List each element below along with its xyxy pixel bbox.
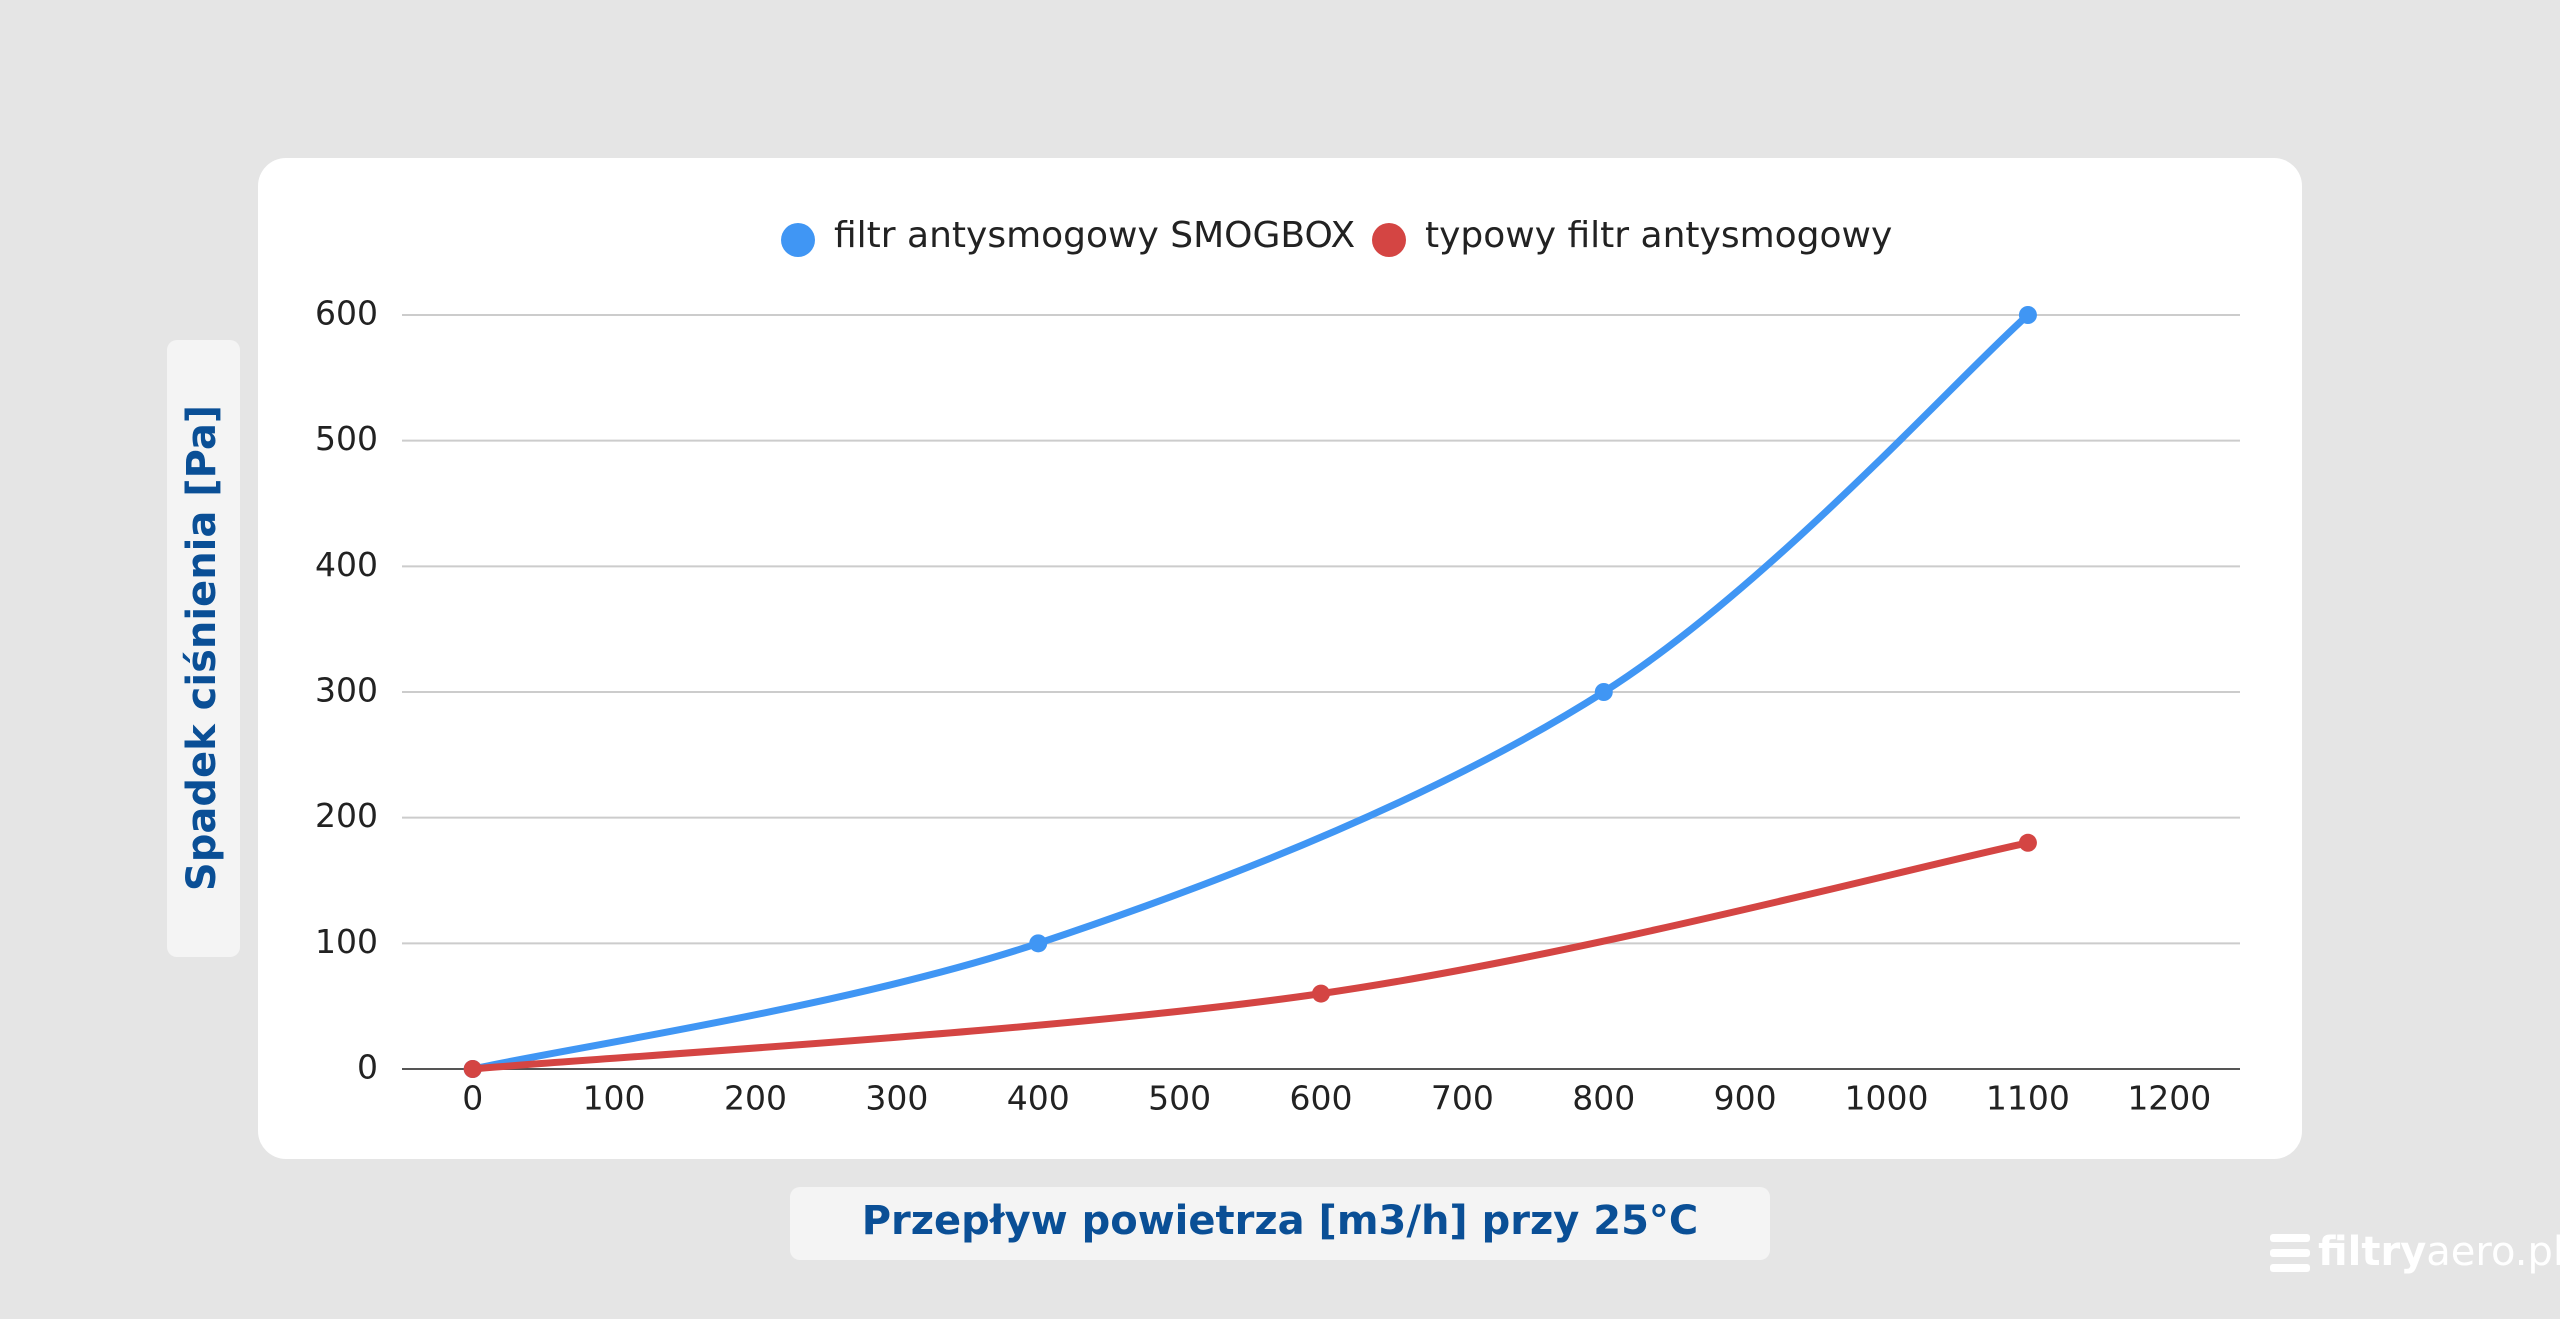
point: [2018, 306, 2037, 324]
x-tick-label: 400: [1007, 1079, 1070, 1118]
x-tick-label: 0: [462, 1079, 483, 1118]
line: [469, 839, 2032, 1073]
point: [1029, 934, 1048, 953]
brand-bold: filtry: [2318, 1229, 2426, 1275]
brand-light: aero.pl: [2426, 1229, 2560, 1275]
y-axis-title: Spadek ciśnienia [Pa]: [179, 405, 225, 891]
legend-label: filtr antysmogowy SMOGBOX: [834, 215, 1355, 256]
brand-text: filtryaero.pl: [2318, 1229, 2560, 1275]
legend-marker: [1372, 223, 1406, 257]
x-tick-label: 200: [724, 1079, 787, 1118]
y-tick-label: 400: [315, 545, 378, 584]
x-tick-label: 100: [583, 1079, 646, 1118]
point: [2018, 833, 2037, 852]
y-tick-label: 0: [357, 1048, 378, 1087]
line: [469, 311, 2032, 1073]
y-tick-label: 200: [315, 796, 378, 835]
legend-label: typowy filtr antysmogowy: [1425, 215, 1892, 256]
x-tick-label: 600: [1290, 1079, 1353, 1118]
y-tick-label: 600: [315, 294, 378, 333]
logo-stripe: [2270, 1234, 2310, 1242]
point: [1594, 683, 1613, 701]
point: [463, 1060, 482, 1078]
x-title-box: [790, 1187, 1770, 1260]
x-tick-label: 1100: [1986, 1079, 2070, 1118]
x-tick-label: 700: [1431, 1079, 1494, 1118]
x-tick-label: 800: [1572, 1079, 1635, 1118]
brand-logo: filtryaero.pl: [2270, 1229, 2560, 1275]
y-tick-label: 500: [315, 419, 378, 458]
y-tick-label: 100: [315, 922, 378, 961]
logo-stripe: [2270, 1264, 2310, 1272]
y-tick-label: 300: [315, 671, 378, 710]
x-tick-label: 300: [865, 1079, 928, 1118]
x-tick-label: 900: [1714, 1079, 1777, 1118]
x-tick-label: 500: [1148, 1079, 1211, 1118]
y-title-box: [167, 340, 240, 957]
legend-marker: [781, 223, 815, 257]
logo-stripe: [2270, 1249, 2310, 1257]
x-tick-label: 1000: [1845, 1079, 1929, 1118]
x-tick-label: 1200: [2127, 1079, 2211, 1118]
x-axis-title: Przepływ powietrza [m3/h] przy 25°C: [862, 1198, 1699, 1244]
point: [1312, 984, 1330, 1003]
card: [258, 158, 2302, 1159]
